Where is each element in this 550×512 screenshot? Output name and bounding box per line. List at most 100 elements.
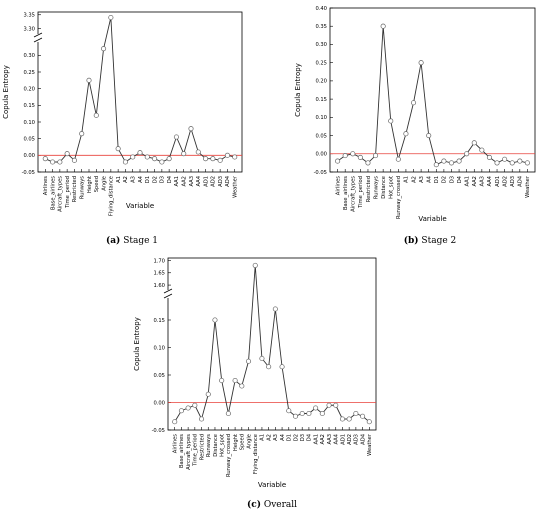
data-point: [319, 410, 325, 417]
x-tick-label: AA4: [487, 175, 493, 186]
data-point: [115, 146, 121, 152]
data-point: [441, 158, 447, 164]
data-point: [494, 160, 500, 166]
caption-text: Stage 1: [120, 236, 158, 246]
x-tick-label: Angle: [246, 434, 252, 449]
series-line: [337, 26, 528, 166]
x-tick-label: Base_airlines: [179, 434, 185, 468]
x-tick-label: A1: [404, 176, 410, 183]
data-point: [335, 158, 341, 164]
x-tick-label: AD4: [518, 175, 524, 187]
x-tick-label: AD2: [502, 176, 508, 187]
y-axis-label: Copula Entropy: [2, 65, 10, 119]
x-tick-label: AD2: [211, 176, 217, 187]
x-tick-label: Runways: [373, 176, 379, 199]
x-tick-label: D3: [449, 176, 455, 183]
axis-break-mark: [163, 288, 173, 294]
y-tick-label: 0.05: [23, 136, 35, 142]
data-point: [224, 152, 230, 158]
data-point: [192, 402, 198, 408]
data-point: [144, 154, 150, 160]
x-tick-label: AA1: [313, 434, 319, 445]
x-tick-label: D1: [287, 434, 293, 441]
y-tick-label: 0.25: [23, 70, 35, 76]
y-tick-label: 0.00: [153, 400, 165, 406]
x-tick-label: Runway_crossed: [226, 434, 232, 477]
data-point: [346, 416, 352, 422]
data-point: [388, 118, 394, 124]
data-point: [205, 391, 211, 397]
x-tick-label: Height: [87, 176, 93, 193]
data-point: [42, 156, 48, 162]
x-tick-label: Runways: [206, 434, 212, 457]
data-point: [101, 46, 107, 52]
x-tick-label: Weather: [525, 175, 531, 198]
axis-break-mask: [165, 290, 171, 298]
plot-frame: [329, 7, 536, 173]
y-tick-label: 0.00: [315, 152, 327, 158]
data-point: [225, 410, 231, 417]
x-tick-label: AD4: [225, 175, 231, 187]
x-tick-label: AD3: [510, 176, 516, 187]
data-point: [188, 126, 194, 132]
data-point: [517, 158, 523, 164]
data-point: [471, 140, 477, 146]
data-point: [71, 157, 77, 163]
x-tick-label: Speed: [94, 176, 100, 192]
y-tick-label: 0.10: [315, 115, 327, 121]
y-tick-label: 0.20: [315, 79, 327, 85]
data-point: [232, 377, 238, 384]
data-point: [365, 160, 371, 166]
x-tick-label: A2: [123, 176, 129, 183]
x-tick-label: AA2: [472, 176, 478, 187]
x-tick-label: Restricted: [366, 176, 372, 202]
chart-2: -0.05 0.00 0.05 0.10 0.15 0.20 0.25 0.30 0.35 0.4…: [294, 6, 536, 246]
data-point: [259, 355, 265, 362]
data-point: [152, 156, 158, 162]
y-tick-label: 0.10: [23, 120, 35, 126]
axis-break-mark: [33, 32, 43, 38]
x-tick-label: D4: [307, 433, 313, 441]
chart-caption: (c) Overall: [247, 499, 297, 510]
x-tick-label: AA3: [327, 434, 333, 445]
y-tick-label: 0.05: [315, 133, 327, 139]
x-tick-label: Airlines: [43, 176, 49, 195]
data-point: [266, 364, 272, 370]
x-tick-label: Airlines: [335, 176, 341, 195]
data-point: [203, 156, 209, 162]
data-point: [502, 156, 508, 162]
series-line: [45, 17, 235, 163]
data-point: [181, 151, 187, 157]
y-tick-label: -0.05: [314, 170, 327, 176]
x-axis-label: Variable: [418, 215, 446, 223]
y-tick-label: 1.60: [153, 283, 165, 289]
data-point: [245, 358, 252, 364]
x-tick-label: Runway_crossed: [396, 176, 402, 219]
x-tick-label: A4: [280, 433, 286, 441]
x-tick-label: Base_airlines: [50, 176, 56, 210]
data-point: [50, 159, 56, 165]
data-point: [357, 154, 363, 160]
data-point: [299, 410, 305, 417]
x-tick-label: AA2: [182, 176, 188, 187]
x-tick-label: D3: [160, 176, 166, 183]
x-tick-label: A2: [266, 434, 272, 441]
data-point: [93, 112, 99, 118]
data-point: [198, 416, 205, 422]
data-point: [509, 160, 515, 166]
x-tick-label: Height: [233, 434, 239, 451]
data-point: [286, 408, 292, 414]
x-tick-label: Speed: [240, 434, 246, 450]
plot-frame: [167, 257, 377, 431]
data-point: [395, 156, 401, 162]
x-tick-label: A1: [260, 434, 266, 441]
y-tick-label: -0.05: [22, 170, 35, 176]
x-tick-label: Angle: [101, 176, 107, 191]
y-tick-label: 0.15: [153, 318, 165, 324]
data-point: [486, 154, 492, 160]
axis-break-mask: [35, 34, 41, 42]
y-tick-label: 0.20: [23, 86, 35, 92]
x-tick-label: AA3: [480, 176, 486, 187]
x-tick-label: Time_period: [193, 434, 199, 467]
x-tick-label: D2: [293, 434, 299, 441]
